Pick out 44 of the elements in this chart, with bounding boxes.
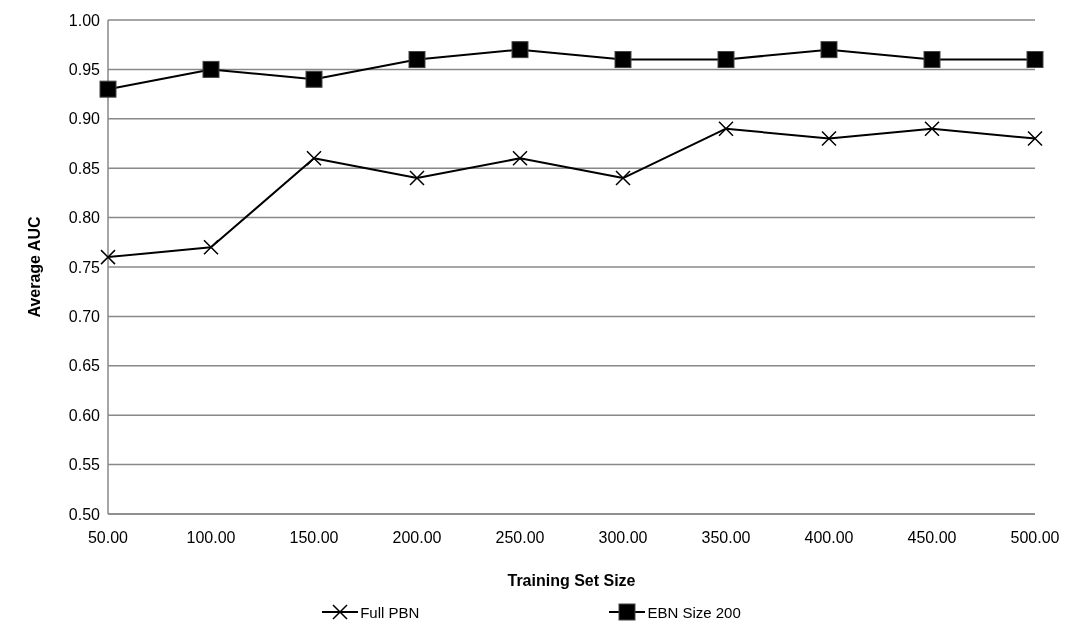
- x-tick-label: 450.00: [907, 529, 957, 547]
- x-tick-label: 500.00: [1010, 529, 1060, 547]
- point: [615, 170, 631, 186]
- point: [512, 150, 528, 167]
- point: [100, 249, 116, 265]
- y-tick-label: 0.70: [68, 308, 101, 326]
- point: [306, 150, 322, 167]
- point: [821, 130, 837, 147]
- legend-label: Full PBN: [360, 603, 420, 621]
- point: [409, 170, 425, 186]
- point: [511, 41, 529, 59]
- y-tick-label: 0.85: [68, 159, 101, 177]
- legend-label: EBN Size 200: [647, 603, 741, 621]
- x-tick-label: 150.00: [289, 529, 339, 547]
- point: [923, 51, 941, 69]
- y-tick-label: 0.80: [68, 209, 101, 227]
- point: [717, 51, 735, 69]
- y-tick-label: 0.60: [68, 406, 101, 424]
- point: [820, 41, 838, 59]
- x-tick-label: 300.00: [598, 529, 648, 547]
- y-tick-label: 0.90: [68, 110, 101, 128]
- point: [614, 51, 632, 69]
- y-tick-label: 0.95: [68, 61, 101, 79]
- point: [305, 70, 323, 88]
- point: [1027, 130, 1043, 147]
- x-tick-label: 100.00: [186, 529, 236, 547]
- y-tick-label: 0.75: [68, 258, 101, 276]
- point: [203, 239, 219, 255]
- y-tick-label: 0.50: [68, 505, 101, 523]
- y-axis-title: Average AUC: [25, 216, 43, 318]
- y-tick-label: 0.65: [68, 357, 101, 375]
- x-tick-label: 200.00: [392, 529, 442, 547]
- x-tick-label: 400.00: [804, 529, 854, 547]
- y-tick-label: 0.55: [68, 456, 101, 474]
- y-tick-label: 1.00: [68, 11, 101, 29]
- point: [718, 120, 734, 137]
- point: [924, 120, 940, 137]
- x-tick-label: 50.00: [87, 529, 129, 547]
- point: [202, 60, 220, 78]
- point: [1026, 51, 1044, 69]
- x-tick-label: 350.00: [701, 529, 751, 547]
- x-tick-label: 250.00: [495, 529, 545, 547]
- point: [408, 51, 426, 69]
- x-axis-title: Training Set Size: [507, 572, 636, 589]
